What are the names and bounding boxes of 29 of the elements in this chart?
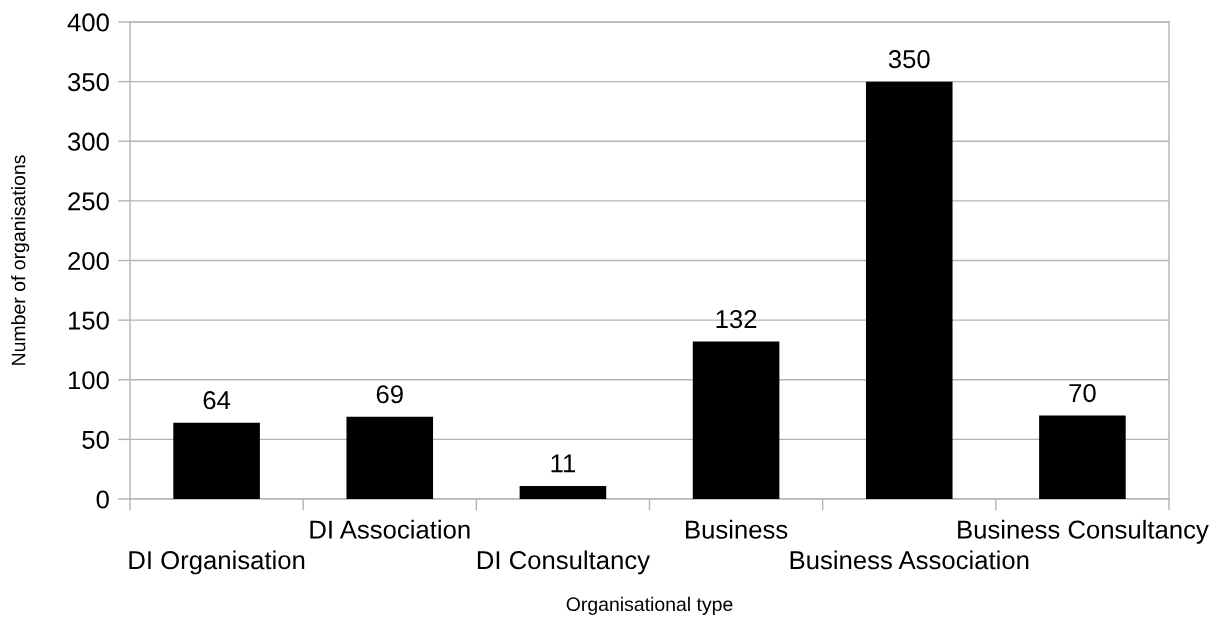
x-tick-label: DI Consultancy — [477, 550, 650, 575]
y-tick-label: 350 — [67, 73, 109, 92]
data-label: 64 — [203, 391, 231, 410]
y-tick-label: 150 — [68, 311, 109, 330]
y-tick-label: 50 — [82, 430, 109, 449]
bar — [173, 422, 260, 500]
bar — [692, 341, 780, 500]
y-tick-label: 0 — [96, 490, 109, 509]
y-tick-label: 300 — [67, 132, 109, 151]
data-label: 350 — [888, 50, 930, 69]
x-tick-label: Business — [686, 519, 788, 539]
y-tick-label: 250 — [68, 192, 109, 211]
data-label: 11 — [551, 454, 576, 473]
x-tick-label: Business Consultancy — [958, 519, 1209, 544]
y-tick-label: 200 — [68, 251, 109, 271]
x-tick-label: DI Organisation — [129, 550, 305, 575]
bar — [1039, 415, 1126, 500]
x-axis-title: Organisational type — [566, 596, 733, 615]
bar — [346, 416, 434, 500]
x-tick-label: Business Association — [790, 550, 1029, 570]
data-label: 70 — [1069, 383, 1096, 403]
y-tick-label: 400 — [67, 13, 109, 32]
bar — [865, 81, 953, 500]
y-axis-title: Number of organisations — [11, 155, 30, 365]
data-label: 69 — [376, 385, 403, 404]
x-tick-label: DI Association — [310, 519, 470, 539]
bar — [519, 485, 607, 500]
y-tick-label: 100 — [68, 371, 109, 390]
data-label: 132 — [716, 310, 757, 329]
